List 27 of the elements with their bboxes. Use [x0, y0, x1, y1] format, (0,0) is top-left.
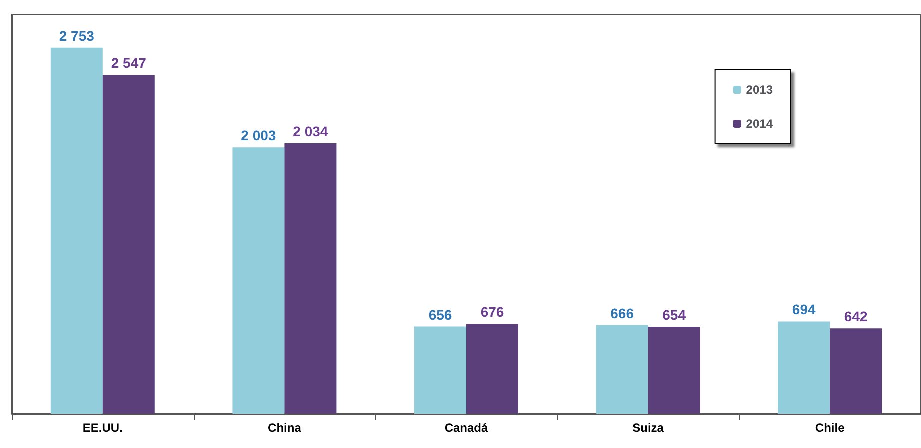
x-tick-label: EE.UU.: [82, 421, 123, 435]
bar: [232, 148, 285, 414]
data-label: 2 034: [293, 123, 328, 140]
bar: [778, 322, 830, 414]
data-label: 2 753: [59, 28, 95, 44]
x-tick-label: China: [268, 421, 302, 435]
data-label: 694: [792, 302, 816, 318]
x-tick-label: Chile: [815, 421, 846, 435]
data-label: 666: [610, 305, 634, 322]
bar: [648, 327, 700, 414]
x-tick-label: Canadá: [444, 421, 488, 435]
bar: [414, 326, 466, 414]
bar: [50, 48, 103, 414]
bar: [596, 325, 648, 414]
data-label: 654: [662, 307, 686, 324]
x-tick-label: Suiza: [632, 421, 664, 435]
bar: [102, 75, 155, 414]
bar: [466, 324, 518, 414]
legend-label: 2014: [746, 117, 774, 131]
bar: [830, 328, 882, 414]
legend-label: 2013: [746, 83, 774, 97]
data-label: 656: [428, 306, 452, 323]
data-label: 2 003: [241, 128, 276, 144]
data-label: 2 547: [111, 55, 147, 72]
data-label: 676: [480, 304, 504, 320]
bar: [284, 143, 337, 414]
data-label: 642: [844, 308, 868, 325]
